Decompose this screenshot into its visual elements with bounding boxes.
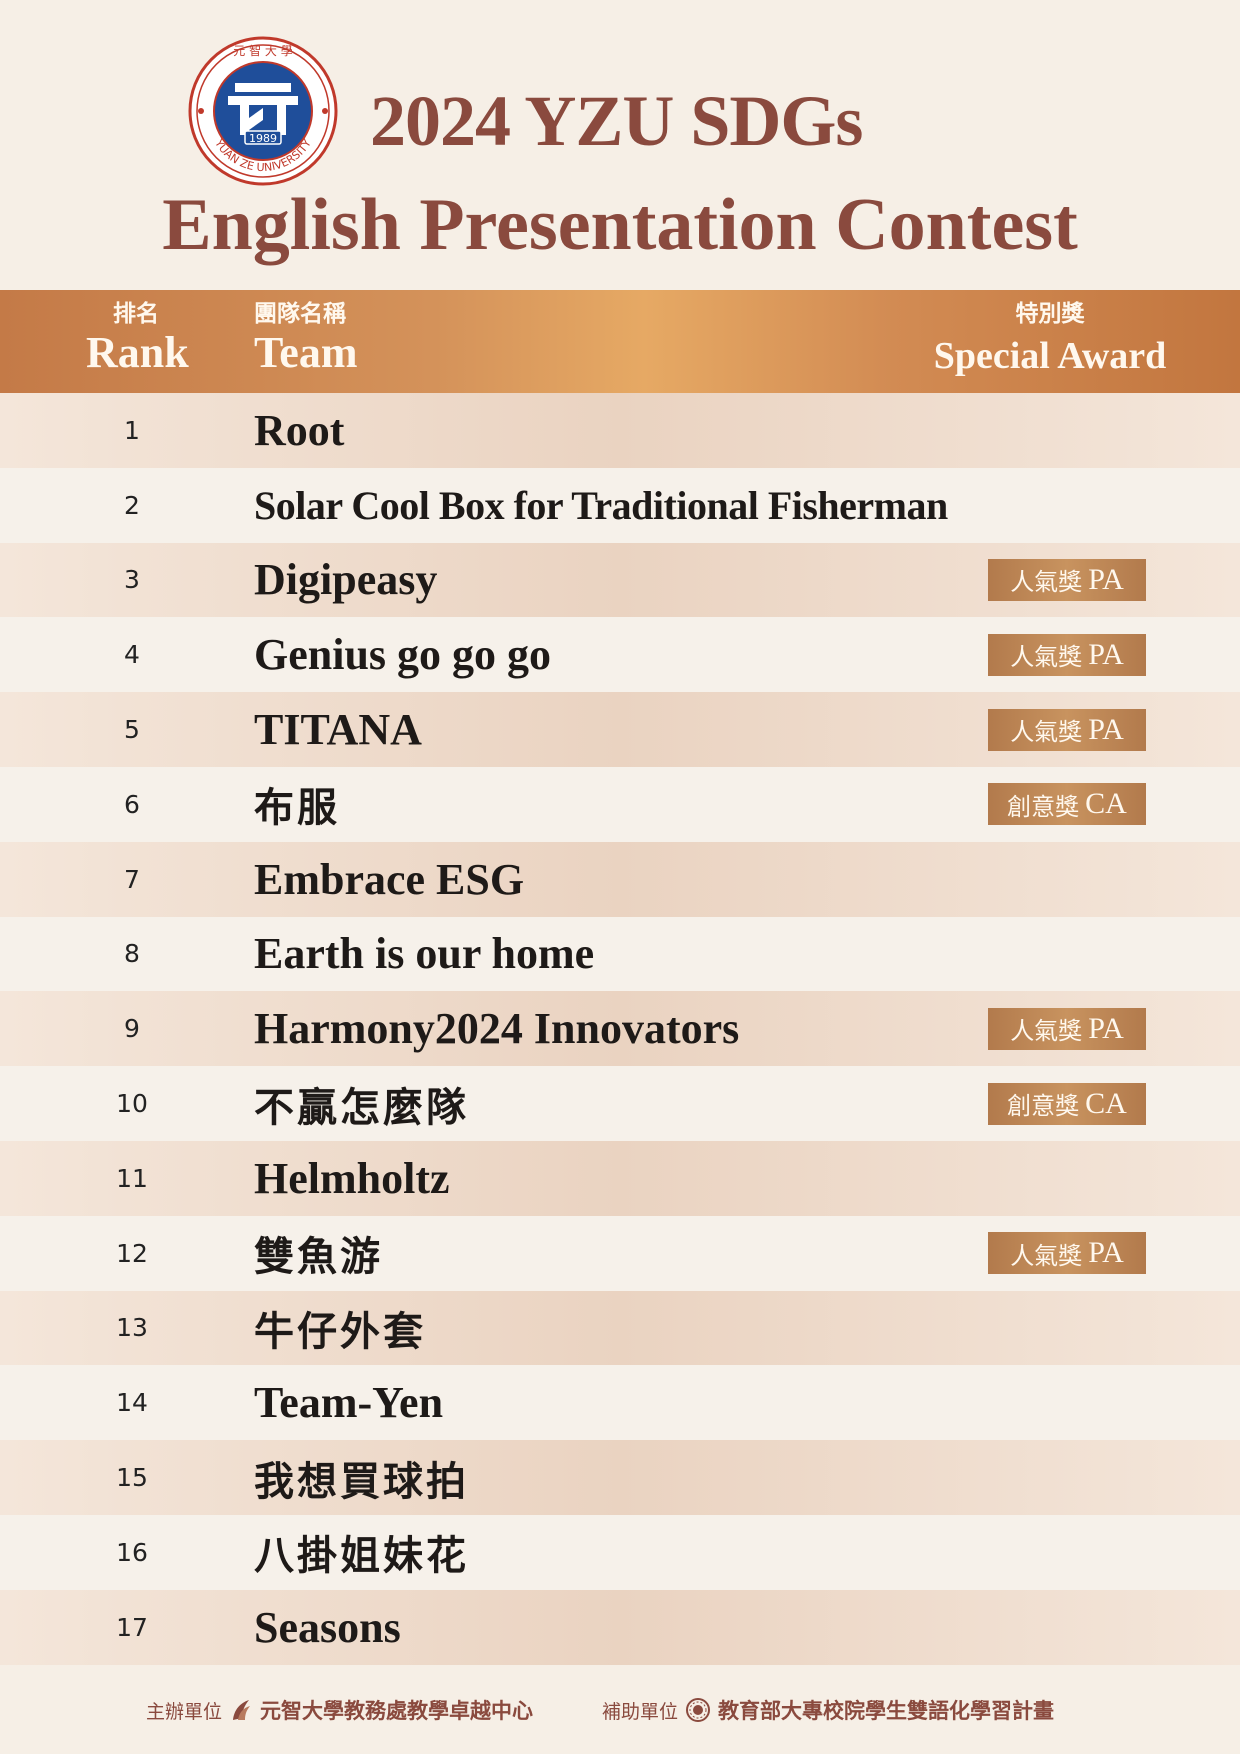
table-row: 17 Seasons <box>0 1589 1240 1665</box>
team-name: 不贏怎麼隊 <box>254 1083 469 1131</box>
table-header: 排名 Rank 團隊名稱 Team 特別獎 Special Award <box>0 290 1240 393</box>
team-name: 布服 <box>254 784 340 832</box>
table-row: 13 牛仔外套 <box>0 1290 1240 1366</box>
team-name: Team-Yen <box>254 1378 444 1428</box>
special-award-badge: 創意獎 CA <box>988 783 1146 826</box>
team-name: Genius go go go <box>254 630 552 680</box>
team-name: 牛仔外套 <box>254 1307 426 1355</box>
rank-header-zh: 排名 <box>113 301 159 327</box>
table-row: 7 Embrace ESG <box>0 841 1240 917</box>
special-award-badge: 人氣獎 PA <box>988 558 1146 601</box>
rank-cell: 14 <box>116 1388 148 1418</box>
table-row: 1 Root <box>0 393 1240 468</box>
rank-cell: 9 <box>124 1014 140 1044</box>
special-award-badge: 人氣獎 PA <box>988 1007 1146 1050</box>
leaf-icon <box>233 1700 251 1720</box>
rank-header-en: Rank <box>86 328 189 377</box>
table-row: 5 TITANA 人氣獎 PA <box>0 692 1240 767</box>
table-row: 6 布服 創意獎 CA <box>0 766 1240 842</box>
rank-cell: 12 <box>116 1238 148 1268</box>
table-row: 16 八掛姐妹花 <box>0 1514 1240 1590</box>
award-label-en: CA <box>1085 1086 1127 1120</box>
sponsor: 補助單位 教育部大專校院學生雙語化學習計畫 <box>602 1695 1054 1725</box>
rank-cell: 15 <box>116 1463 148 1493</box>
rank-cell: 1 <box>124 415 140 445</box>
award-label-zh: 人氣獎 <box>1010 1017 1083 1046</box>
table-row: 9 Harmony2024 Innovators 人氣獎 PA <box>0 991 1240 1067</box>
organizer-label: 主辦單位 <box>146 1700 223 1723</box>
team-header-zh: 團隊名稱 <box>254 301 346 327</box>
table-row: 3 Digipeasy 人氣獎 PA <box>0 542 1240 618</box>
team-name: Root <box>254 405 345 455</box>
table-row: 10 不贏怎麼隊 創意獎 CA <box>0 1066 1240 1141</box>
team-header-en: Team <box>254 328 358 377</box>
award-label-zh: 人氣獎 <box>1010 568 1083 597</box>
team-name: Embrace ESG <box>254 854 525 904</box>
award-label-zh: 人氣獎 <box>1010 718 1083 747</box>
column-header-award: 特別獎 Special Award <box>930 300 1170 384</box>
rank-cell: 4 <box>124 640 140 670</box>
sponsor-label: 補助單位 <box>602 1700 679 1723</box>
team-name: 八掛姐妹花 <box>254 1532 469 1580</box>
special-award-badge: 人氣獎 PA <box>988 708 1146 751</box>
special-award-badge: 創意獎 CA <box>988 1082 1146 1125</box>
rank-cell: 10 <box>116 1089 148 1119</box>
team-name: Seasons <box>254 1602 401 1652</box>
special-award-badge: 人氣獎 PA <box>988 633 1146 676</box>
poster-title-line1: 2024 YZU SDGs <box>370 81 863 161</box>
moe-emblem-icon <box>686 1698 711 1722</box>
yzu-logo: 1989 元 智 大 學 YUAN ZE UNIVERSITY <box>188 36 338 186</box>
rank-cell: 7 <box>124 864 140 894</box>
team-name: 雙魚游 <box>254 1233 383 1281</box>
poster-title-line2: English Presentation Contest <box>162 184 1078 266</box>
team-name: TITANA <box>254 705 422 755</box>
sponsor-name: 教育部大專校院學生雙語化學習計畫 <box>718 1699 1055 1723</box>
rank-cell: 11 <box>116 1163 148 1193</box>
award-label-zh: 創意獎 <box>1007 792 1080 821</box>
special-award-badge: 人氣獎 PA <box>988 1232 1146 1275</box>
team-name: 我想買球拍 <box>254 1457 469 1505</box>
footer: 主辦單位 元智大學教務處教學卓越中心 補助單位 教育部大專校院學生雙語化學習計畫 <box>0 1690 1240 1730</box>
team-name: Helmholtz <box>254 1153 450 1203</box>
column-header-rank: 排名 Rank <box>86 300 189 378</box>
award-label-zh: 人氣獎 <box>1010 1241 1083 1270</box>
table-row: 4 Genius go go go 人氣獎 PA <box>0 617 1240 693</box>
award-header-zh: 特別獎 <box>1015 301 1085 327</box>
table-row: 15 我想買球拍 <box>0 1440 1240 1515</box>
team-name: Harmony2024 Innovators <box>254 1004 740 1054</box>
poster-header: 1989 元 智 大 學 YUAN ZE UNIVERSITY 2024 YZU… <box>0 0 1240 288</box>
table-row: 12 雙魚游 人氣獎 PA <box>0 1215 1240 1291</box>
team-name: Digipeasy <box>254 555 438 605</box>
rank-cell: 6 <box>124 789 140 819</box>
award-label-en: PA <box>1088 637 1124 671</box>
rank-cell: 17 <box>116 1612 148 1642</box>
award-header-en: Special Award <box>933 335 1167 377</box>
award-label-en: PA <box>1088 1236 1124 1270</box>
rank-cell: 8 <box>124 939 140 969</box>
logo-year: 1989 <box>249 132 277 145</box>
team-name: Solar Cool Box for Traditional Fisherman <box>254 482 948 528</box>
team-name: Earth is our home <box>254 929 595 979</box>
rank-cell: 2 <box>124 490 140 520</box>
organizer-name: 元智大學教務處教學卓越中心 <box>260 1699 534 1723</box>
organizer: 主辦單位 元智大學教務處教學卓越中心 <box>146 1695 533 1725</box>
award-label-zh: 創意獎 <box>1007 1092 1080 1121</box>
award-label-en: CA <box>1085 787 1127 821</box>
award-label-zh: 人氣獎 <box>1010 643 1083 672</box>
rank-cell: 16 <box>116 1537 148 1567</box>
award-label-en: PA <box>1088 1011 1124 1045</box>
rank-cell: 13 <box>116 1313 148 1343</box>
table-row: 8 Earth is our home <box>0 916 1240 992</box>
table-row: 2 Solar Cool Box for Traditional Fisherma… <box>0 467 1240 543</box>
results-table: 1 Root 2 Solar Cool Box for Traditional Fis… <box>0 393 1240 1665</box>
award-label-en: PA <box>1088 712 1124 746</box>
column-header-team: 團隊名稱 Team <box>254 300 358 378</box>
table-row: 11 Helmholtz <box>0 1140 1240 1216</box>
table-row: 14 Team-Yen <box>0 1365 1240 1441</box>
award-label-en: PA <box>1088 562 1124 596</box>
rank-cell: 5 <box>124 715 140 745</box>
logo-top-chars: 元 智 大 學 <box>233 43 292 58</box>
rank-cell: 3 <box>124 565 140 595</box>
